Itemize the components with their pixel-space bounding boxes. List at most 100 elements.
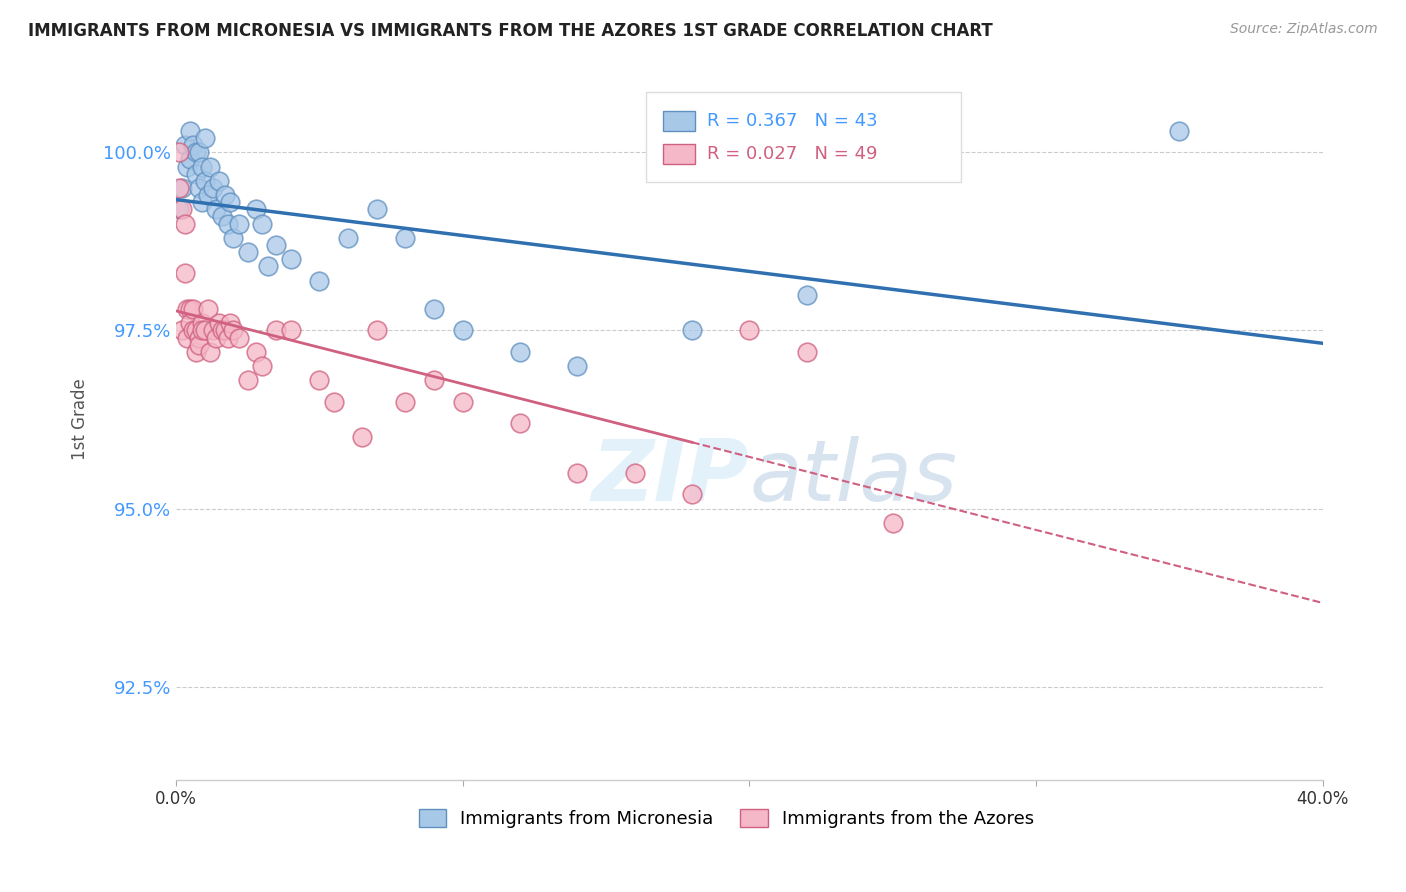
Point xyxy=(228,331,250,345)
Point xyxy=(179,153,201,167)
Bar xyxy=(664,144,696,164)
Point xyxy=(245,202,267,217)
Point xyxy=(173,138,195,153)
Bar xyxy=(664,111,696,131)
Point xyxy=(187,331,209,345)
Point xyxy=(366,202,388,217)
Point xyxy=(236,373,259,387)
Text: R = 0.027   N = 49: R = 0.027 N = 49 xyxy=(707,145,877,162)
Point xyxy=(167,202,190,217)
Point xyxy=(280,252,302,267)
Point xyxy=(308,274,330,288)
Point xyxy=(451,394,474,409)
Text: IMMIGRANTS FROM MICRONESIA VS IMMIGRANTS FROM THE AZORES 1ST GRADE CORRELATION C: IMMIGRANTS FROM MICRONESIA VS IMMIGRANTS… xyxy=(28,22,993,40)
Point xyxy=(366,324,388,338)
Point xyxy=(176,160,198,174)
Point xyxy=(197,188,219,202)
Point xyxy=(173,267,195,281)
Point xyxy=(197,302,219,317)
Point xyxy=(184,167,207,181)
Point xyxy=(211,324,233,338)
Point xyxy=(266,238,288,252)
Point xyxy=(173,217,195,231)
Point xyxy=(202,181,225,195)
Point xyxy=(194,131,217,145)
Point xyxy=(394,231,416,245)
Text: atlas: atlas xyxy=(749,435,957,519)
Point xyxy=(245,344,267,359)
Point xyxy=(337,231,360,245)
Point xyxy=(567,466,589,480)
Point xyxy=(170,181,193,195)
Point xyxy=(217,331,239,345)
Point xyxy=(256,260,278,274)
Point xyxy=(882,516,904,530)
Point xyxy=(181,302,204,317)
Point xyxy=(509,344,531,359)
Point xyxy=(222,324,245,338)
Point xyxy=(184,324,207,338)
Point xyxy=(176,331,198,345)
Point xyxy=(738,324,761,338)
Point xyxy=(567,359,589,373)
Point xyxy=(170,324,193,338)
Point xyxy=(236,245,259,260)
Point xyxy=(167,181,190,195)
Text: R = 0.367   N = 43: R = 0.367 N = 43 xyxy=(707,112,877,129)
Point xyxy=(219,317,242,331)
Point xyxy=(208,317,231,331)
Point xyxy=(208,174,231,188)
Y-axis label: 1st Grade: 1st Grade xyxy=(72,379,89,460)
Point xyxy=(167,145,190,160)
Point xyxy=(681,324,703,338)
Point xyxy=(191,317,214,331)
Point xyxy=(322,394,344,409)
Point xyxy=(179,124,201,138)
Point xyxy=(394,394,416,409)
Point xyxy=(187,145,209,160)
Point xyxy=(509,416,531,430)
Point xyxy=(202,324,225,338)
Point xyxy=(796,344,818,359)
Point xyxy=(451,324,474,338)
Point xyxy=(423,373,446,387)
Point xyxy=(308,373,330,387)
Point xyxy=(796,288,818,302)
Point xyxy=(187,181,209,195)
Point xyxy=(280,324,302,338)
Point xyxy=(423,302,446,317)
Point xyxy=(222,231,245,245)
Point xyxy=(205,202,228,217)
Point xyxy=(194,174,217,188)
Point xyxy=(681,487,703,501)
Point xyxy=(176,302,198,317)
Text: ZIP: ZIP xyxy=(592,435,749,519)
Point xyxy=(194,324,217,338)
Point xyxy=(228,217,250,231)
Legend: Immigrants from Micronesia, Immigrants from the Azores: Immigrants from Micronesia, Immigrants f… xyxy=(412,802,1042,836)
Point xyxy=(181,138,204,153)
Point xyxy=(1168,124,1191,138)
Point xyxy=(250,217,273,231)
Text: Source: ZipAtlas.com: Source: ZipAtlas.com xyxy=(1230,22,1378,37)
Point xyxy=(250,359,273,373)
FancyBboxPatch shape xyxy=(647,92,962,182)
Point xyxy=(200,160,222,174)
Point xyxy=(266,324,288,338)
Point xyxy=(214,324,236,338)
Point xyxy=(200,344,222,359)
Point xyxy=(191,195,214,210)
Point xyxy=(187,337,209,351)
Point xyxy=(184,344,207,359)
Point xyxy=(179,302,201,317)
Point xyxy=(211,210,233,224)
Point xyxy=(205,331,228,345)
Point xyxy=(184,145,207,160)
Point xyxy=(217,217,239,231)
Point xyxy=(170,202,193,217)
Point xyxy=(219,195,242,210)
Point xyxy=(214,188,236,202)
Point xyxy=(191,324,214,338)
Point xyxy=(179,317,201,331)
Point xyxy=(181,324,204,338)
